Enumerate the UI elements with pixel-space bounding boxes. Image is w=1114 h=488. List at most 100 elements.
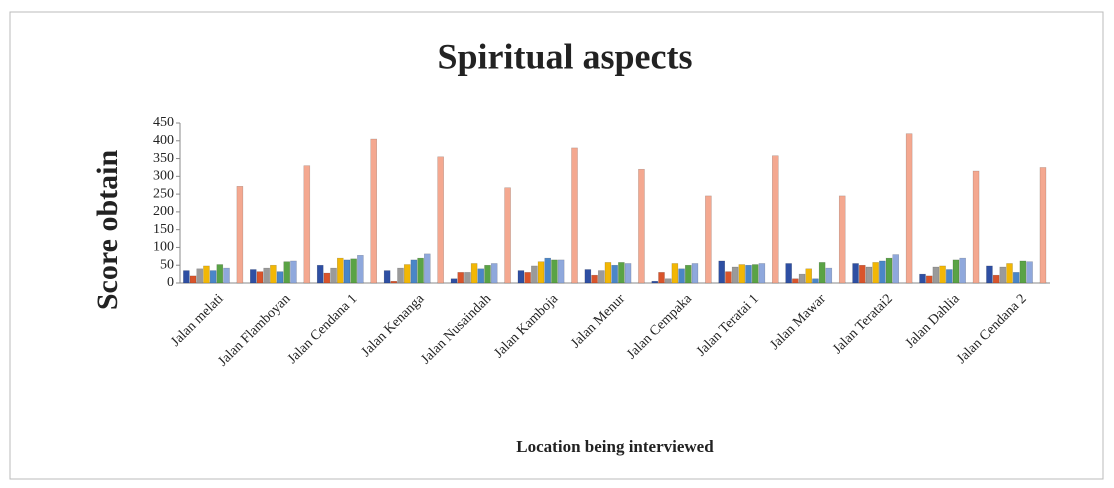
bar [337, 257, 344, 284]
bar [992, 274, 1000, 284]
bar [925, 275, 933, 284]
bar [397, 267, 404, 284]
chart-frame [9, 11, 1104, 480]
x-axis-label: Location being interviewed [516, 437, 714, 456]
bar [183, 270, 190, 284]
bar [818, 262, 826, 284]
bar [691, 263, 699, 284]
y-tick-label: 200 [153, 204, 174, 219]
bar [417, 257, 424, 284]
bar [270, 264, 277, 284]
bar [859, 264, 866, 284]
bar [464, 272, 471, 284]
bar [537, 261, 545, 284]
bar [725, 271, 732, 284]
bar [544, 257, 552, 284]
bar [745, 264, 752, 284]
y-tick-label: 50 [160, 257, 174, 272]
bar [651, 280, 659, 284]
bar [598, 270, 605, 284]
bar [504, 187, 511, 284]
bar [290, 260, 297, 284]
y-tick-label: 350 [153, 151, 174, 166]
bar [879, 260, 886, 284]
bar [283, 261, 291, 284]
bar [805, 268, 813, 284]
bar [196, 268, 204, 284]
bar [772, 155, 779, 284]
bar [738, 264, 746, 284]
bar [383, 270, 391, 284]
bar [1019, 260, 1027, 284]
bar [838, 195, 846, 284]
bar [785, 263, 792, 284]
bar [792, 278, 799, 284]
bar [798, 273, 806, 284]
bar [852, 263, 859, 284]
bar [591, 274, 598, 284]
bar [571, 147, 578, 284]
bar [638, 168, 645, 284]
bar [437, 156, 444, 284]
bar [263, 267, 270, 284]
bar [390, 280, 398, 284]
bar [624, 263, 632, 284]
bar [343, 259, 351, 284]
bar [524, 272, 531, 284]
bar [919, 273, 926, 284]
bar [203, 265, 210, 284]
bar [678, 268, 685, 284]
bar [865, 266, 873, 284]
bar [470, 263, 478, 284]
bar [216, 264, 224, 284]
bar [872, 262, 879, 284]
bar [731, 266, 739, 284]
bar [403, 264, 411, 284]
bar [410, 259, 418, 284]
bar [517, 270, 525, 284]
bar [1026, 261, 1033, 284]
bar [330, 267, 337, 284]
bar [209, 270, 217, 284]
bar [604, 262, 612, 284]
bar [557, 259, 565, 284]
y-tick-label: 450 [153, 115, 174, 130]
bar [946, 269, 953, 284]
bar [1039, 167, 1047, 284]
y-tick-label: 150 [153, 222, 174, 237]
bar [276, 271, 284, 284]
bar [718, 260, 726, 284]
bar [531, 265, 538, 284]
bar [256, 271, 264, 284]
bar [316, 264, 324, 284]
bar [972, 170, 980, 284]
bar [457, 272, 465, 284]
y-tick-label: 100 [153, 240, 174, 255]
bar [758, 263, 766, 284]
bar [952, 259, 960, 284]
bar [424, 253, 431, 284]
bar [611, 264, 618, 284]
bar [350, 258, 357, 284]
bar [584, 269, 592, 284]
bar [939, 265, 946, 284]
bar [932, 266, 940, 284]
bar [189, 275, 197, 284]
bar [303, 165, 311, 284]
bar [705, 195, 712, 284]
bar [892, 254, 900, 284]
bar [986, 265, 993, 284]
bar [551, 259, 558, 284]
bar [236, 186, 244, 284]
bar [664, 278, 672, 284]
bar [484, 264, 491, 284]
bar [885, 257, 893, 284]
y-tick-label: 300 [153, 169, 174, 184]
bar [1012, 272, 1020, 284]
bar [370, 138, 378, 284]
bar [323, 272, 331, 284]
bar [812, 278, 819, 284]
bar [618, 262, 625, 284]
bar [1006, 263, 1013, 284]
